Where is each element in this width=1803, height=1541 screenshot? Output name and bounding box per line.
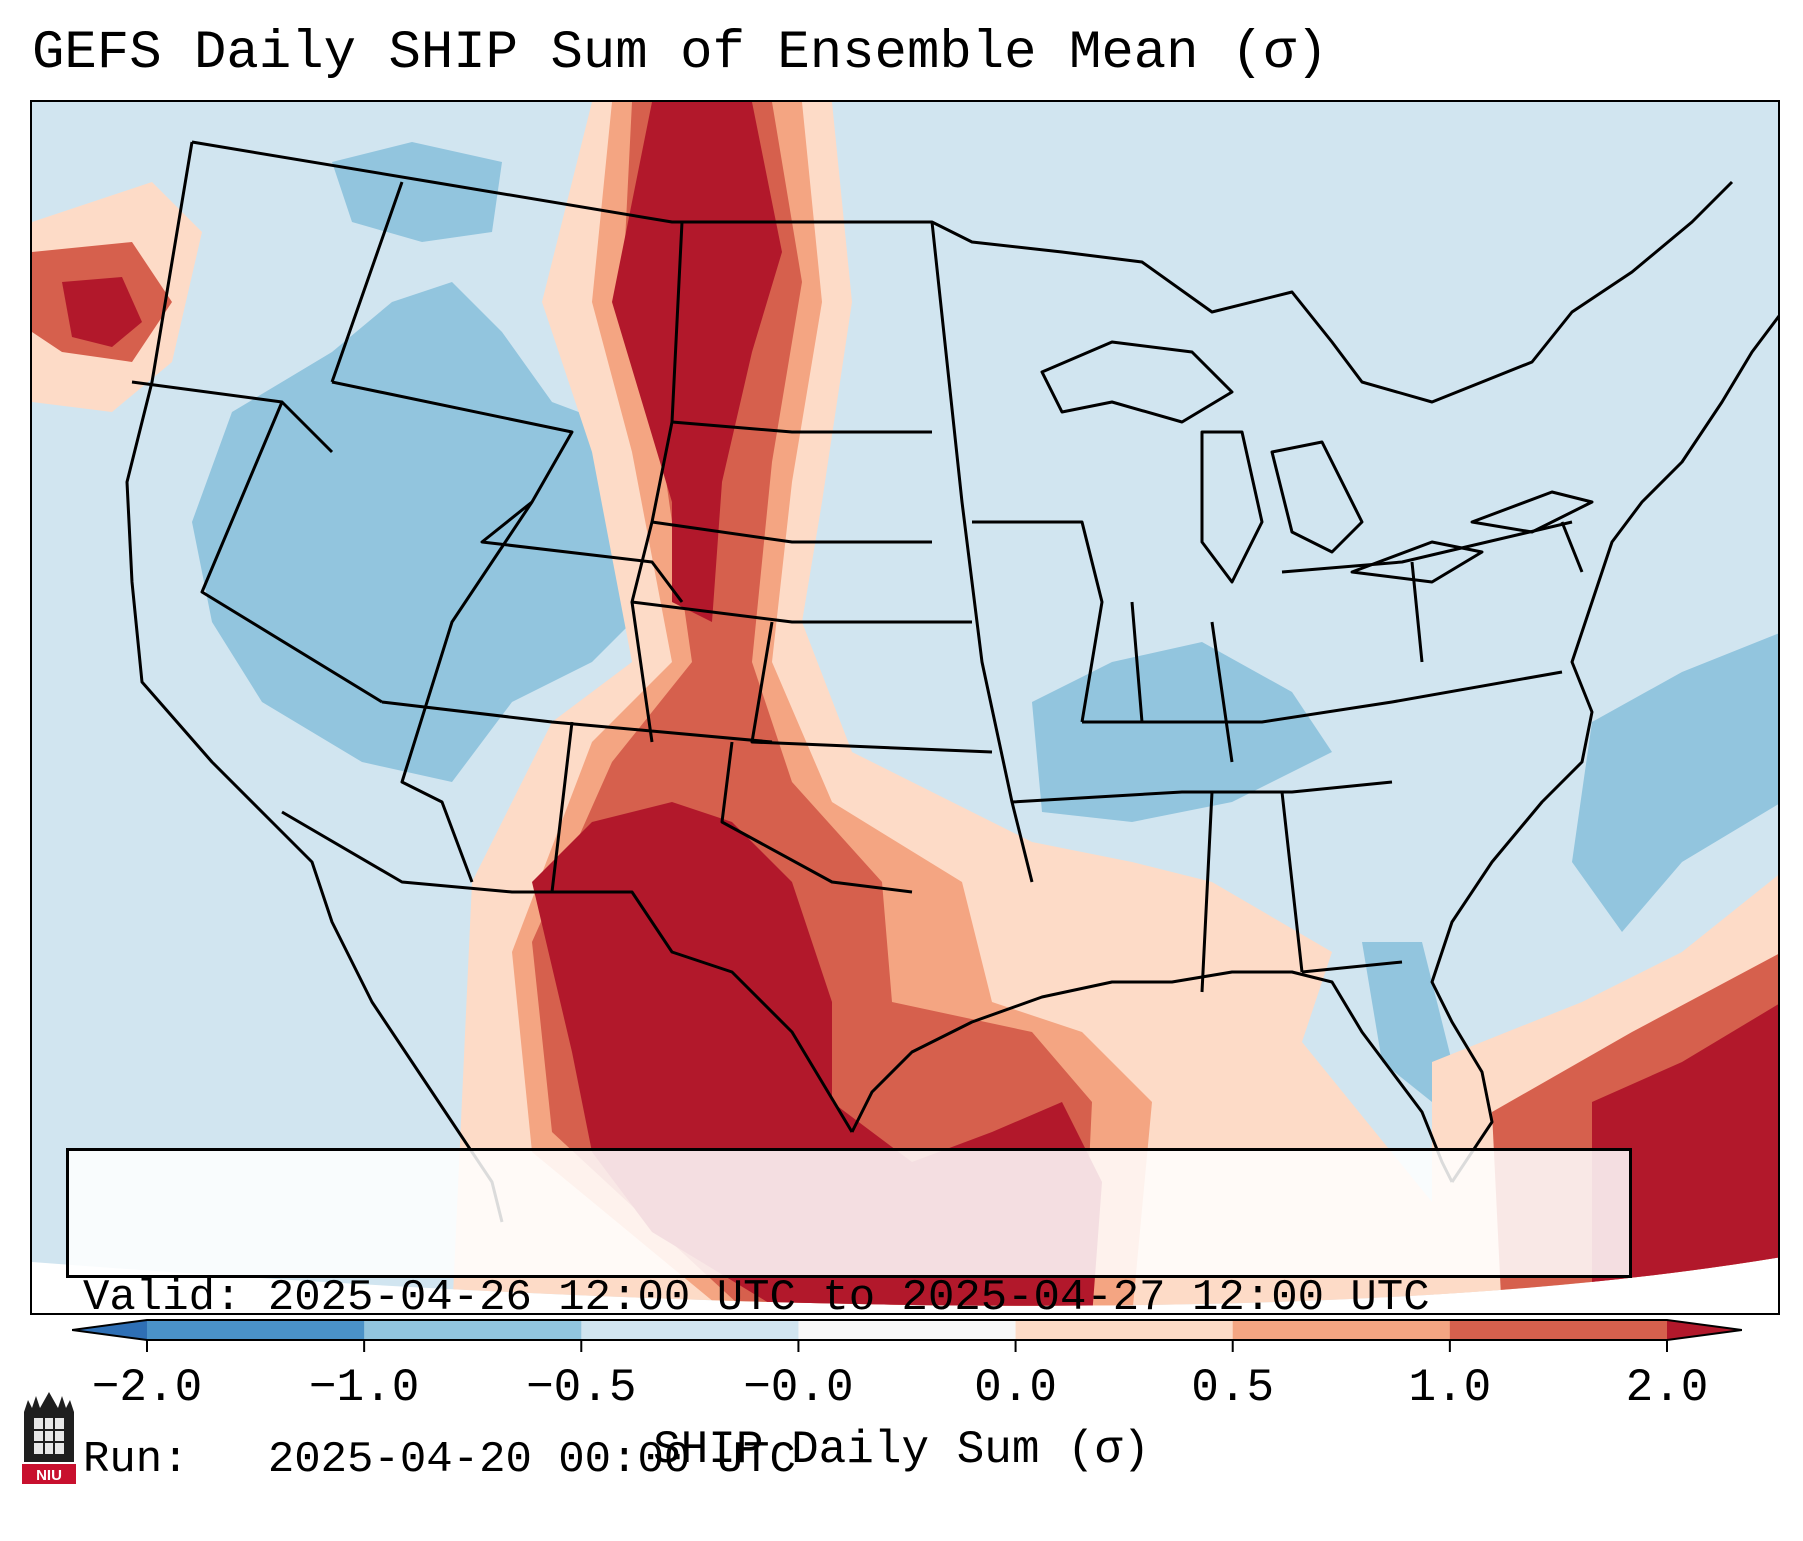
colorbar-extend-low: [72, 1320, 147, 1340]
great-lakes-outline: [1040, 340, 1594, 584]
colorbar-bin: [1232, 1320, 1451, 1340]
anomaly-atlantic-blue: [1572, 632, 1778, 932]
anomaly-pacific-nw-strong: [62, 277, 142, 347]
border-us-canada: [191, 140, 1734, 404]
colorbar-extend-high: [1667, 1320, 1742, 1340]
coastline-gulf: [850, 970, 1454, 1183]
colorbar-bin: [581, 1320, 799, 1340]
anomaly-northern-plains-core: [612, 102, 782, 622]
logo-text: NIU: [36, 1467, 62, 1484]
colorbar-bin: [147, 1320, 365, 1340]
colorbar-tick-label: −0.5: [526, 1362, 637, 1414]
boundaries: [125, 140, 1778, 1223]
anomaly-ohio-valley-blue: [1032, 642, 1332, 822]
colorbar-tick-label: −2.0: [91, 1362, 203, 1414]
border-us-mexico: [281, 810, 854, 1133]
colorbar-bin: [1015, 1320, 1234, 1340]
colorbar-tick-label: −0.0: [743, 1362, 854, 1414]
run-time-text: Run: 2025-04-20 00:00 UTC: [83, 1435, 796, 1485]
state-lines-plains: [630, 221, 1034, 894]
colorbar-tick-label: 1.0: [1408, 1362, 1492, 1414]
colorbar-bin: [1449, 1320, 1668, 1340]
colorbar-bin: [798, 1320, 1017, 1340]
map-panel: [30, 100, 1780, 1315]
colorbar-bin: [364, 1320, 582, 1340]
state-lines-east: [972, 520, 1584, 993]
colorbar-label: SHIP Daily Sum (σ): [653, 1424, 1150, 1476]
map-title: GEFS Daily SHIP Sum of Ensemble Mean (σ): [32, 23, 1329, 84]
valid-time-text: Valid: 2025-04-26 12:00 UTC to 2025-04-2…: [83, 1273, 1430, 1323]
state-lines-west: [131, 181, 773, 893]
anomaly-montana-blue: [332, 142, 502, 242]
colorbar-tick-label: 0.0: [974, 1362, 1057, 1414]
coastline-east: [1430, 314, 1778, 1183]
colorbar-tick-label: −1.0: [308, 1362, 420, 1414]
map-canvas: [32, 102, 1778, 1306]
shaded-field: [32, 102, 1778, 1306]
anomaly-west-interior-blue: [192, 282, 672, 782]
colorbar-tick-label: 0.5: [1191, 1362, 1275, 1414]
valid-run-info-box: Valid: 2025-04-26 12:00 UTC to 2025-04-2…: [66, 1148, 1632, 1485]
niu-logo-icon: NIU: [22, 1392, 76, 1484]
coastline-west: [125, 141, 504, 1223]
colorbar-tick-label: 2.0: [1625, 1362, 1709, 1414]
colorbar: [72, 1319, 1742, 1352]
anomaly-atlantic-core: [1592, 1002, 1778, 1306]
